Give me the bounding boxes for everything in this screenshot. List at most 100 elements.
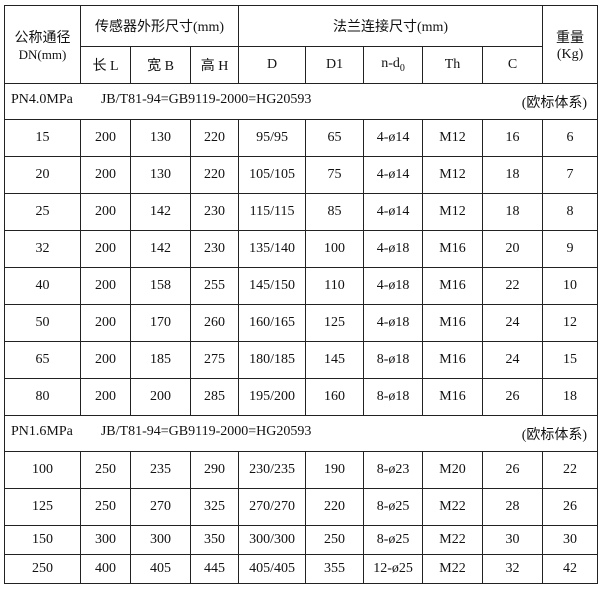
table-cell: 290 xyxy=(189,451,240,489)
col-nd: n-d0 xyxy=(363,46,424,84)
table-cell: 110 xyxy=(305,267,365,305)
table-cell: 285 xyxy=(189,378,240,416)
dn-label: 公称通径 xyxy=(14,30,71,46)
table-cell: 135/140 xyxy=(238,230,307,268)
table-cell: 75 xyxy=(305,156,365,194)
table-cell: M16 xyxy=(422,341,484,379)
table-cell: 65 xyxy=(305,119,365,157)
table-cell: 24 xyxy=(482,304,544,342)
table-cell: 115/115 xyxy=(238,193,307,231)
sensor-dimensions-header: 传感器外形尺寸(mm) xyxy=(79,5,240,47)
table-cell: 18 xyxy=(482,156,544,194)
table-cell: 260 xyxy=(189,304,240,342)
table-cell: 30 xyxy=(482,525,544,555)
pressure-rating: PN4.0MPa xyxy=(11,91,73,107)
table-cell: 8-ø25 xyxy=(363,488,424,526)
table-cell: 28 xyxy=(482,488,544,526)
standard-system: (欧标体系) xyxy=(521,95,588,111)
table-cell: 4-ø18 xyxy=(363,267,424,305)
table-cell: 220 xyxy=(189,119,240,157)
table-cell: 4-ø18 xyxy=(363,230,424,268)
col-d1: D1 xyxy=(305,46,365,84)
table-cell: 105/105 xyxy=(238,156,307,194)
table-cell: 18 xyxy=(482,193,544,231)
table-cell: 325 xyxy=(189,488,240,526)
table-cell: 4-ø18 xyxy=(363,304,424,342)
table-cell: 160 xyxy=(305,378,365,416)
table-cell: 220 xyxy=(189,156,240,194)
table-cell: 15 xyxy=(4,119,81,157)
table-cell: 150 xyxy=(4,525,81,555)
table-cell: 10 xyxy=(542,267,599,305)
section-header: PN1.6MPa JB/T81-94=GB9119-2000=HG20593 (欧标… xyxy=(3,415,599,452)
weight-label: 重量 xyxy=(556,30,585,46)
table-cell: 405/405 xyxy=(238,554,307,584)
table-cell: 16 xyxy=(482,119,544,157)
table-cell: M16 xyxy=(422,230,484,268)
table-cell: 405 xyxy=(130,554,191,584)
table-cell: M22 xyxy=(422,525,484,555)
table-row: 65 200 185 275 180/185 145 8-ø18 M16 24 15 xyxy=(4,341,599,379)
table-row: 150 300 300 350 300/300 250 8-ø25 M22 30 30 xyxy=(4,525,599,555)
table-cell: M12 xyxy=(422,156,484,194)
table-cell: 130 xyxy=(130,119,191,157)
dn-unit: DN(mm) xyxy=(18,46,67,62)
table-cell: 142 xyxy=(130,193,191,231)
table-cell: 142 xyxy=(130,230,191,268)
table-cell: 158 xyxy=(130,267,191,305)
table-cell: 200 xyxy=(80,230,131,268)
table-cell: M20 xyxy=(422,451,484,489)
table-cell: 300 xyxy=(80,525,131,555)
table-cell: 26 xyxy=(482,451,544,489)
table-cell: M22 xyxy=(422,554,484,584)
table-cell: 22 xyxy=(542,451,599,489)
table-cell: 200 xyxy=(80,119,131,157)
table-cell: 145/150 xyxy=(238,267,307,305)
table-cell: 350 xyxy=(189,525,240,555)
weight-header: 重量 (Kg) xyxy=(542,5,599,84)
table-cell: 250 xyxy=(305,525,365,555)
table-cell: 95/95 xyxy=(238,119,307,157)
table-cell: 85 xyxy=(305,193,365,231)
table-cell: 160/165 xyxy=(238,304,307,342)
table-cell: 32 xyxy=(482,554,544,584)
table-cell: 4-ø14 xyxy=(363,156,424,194)
table-cell: M16 xyxy=(422,378,484,416)
table-cell: 20 xyxy=(482,230,544,268)
table-cell: 180/185 xyxy=(238,341,307,379)
table-cell: 270/270 xyxy=(238,488,307,526)
table-cell: 300/300 xyxy=(238,525,307,555)
table-cell: 200 xyxy=(80,193,131,231)
col-length: 长 L xyxy=(80,46,131,84)
table-cell: 8-ø18 xyxy=(363,341,424,379)
standard: JB/T81-94=GB9119-2000=HG20593 xyxy=(100,91,312,107)
table-cell: 170 xyxy=(130,304,191,342)
table-cell: 18 xyxy=(542,378,599,416)
table-cell: 270 xyxy=(130,488,191,526)
table-cell: 12 xyxy=(542,304,599,342)
table-cell: 230 xyxy=(189,193,240,231)
table-cell: 6 xyxy=(542,119,599,157)
pressure-rating: PN1.6MPa xyxy=(11,423,73,439)
table-row: 40 200 158 255 145/150 110 4-ø18 M16 22 10 xyxy=(4,267,599,305)
table-cell: 40 xyxy=(4,267,81,305)
table-row: 100 250 235 290 230/235 190 8-ø23 M20 26 22 xyxy=(4,451,599,489)
table-cell: 200 xyxy=(130,378,191,416)
table-cell: 250 xyxy=(80,451,131,489)
table-cell: 220 xyxy=(305,488,365,526)
col-th: Th xyxy=(422,46,484,84)
table-cell: 7 xyxy=(542,156,599,194)
table-row: 80 200 200 285 195/200 160 8-ø18 M16 26 18 xyxy=(4,378,599,416)
table-cell: 80 xyxy=(4,378,81,416)
table-cell: 400 xyxy=(80,554,131,584)
table-cell: 185 xyxy=(130,341,191,379)
table-cell: 12-ø25 xyxy=(363,554,424,584)
table-cell: 8 xyxy=(542,193,599,231)
table-cell: 250 xyxy=(80,488,131,526)
table-cell: 125 xyxy=(4,488,81,526)
header-row-2: 长 L 宽 B 高 H D D1 n-d0 Th C xyxy=(5,46,598,84)
table-cell: 8-ø25 xyxy=(363,525,424,555)
table-cell: 22 xyxy=(482,267,544,305)
table-cell: 25 xyxy=(4,193,81,231)
table-row: 25 200 142 230 115/115 85 4-ø14 M12 18 8 xyxy=(4,193,599,231)
